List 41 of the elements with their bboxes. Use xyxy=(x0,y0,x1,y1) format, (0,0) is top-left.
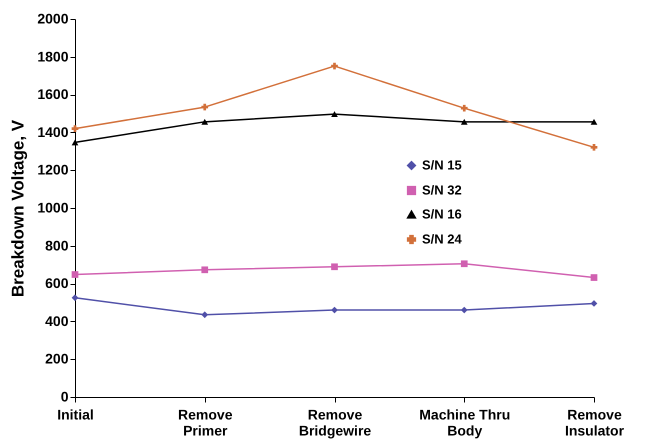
point xyxy=(331,263,338,270)
point xyxy=(331,62,338,70)
legend-label: S/N 15 xyxy=(422,158,462,172)
legend-label: S/N 32 xyxy=(422,182,462,198)
y-tick-label: 400 xyxy=(45,312,69,329)
y-tick-label: 800 xyxy=(45,237,69,254)
point xyxy=(72,140,78,146)
y-tick-label: 0 xyxy=(60,388,69,404)
x-tick-label: Initial xyxy=(57,406,94,422)
legend-label: S/N 24 xyxy=(422,232,463,246)
point xyxy=(590,118,598,125)
point xyxy=(201,311,208,318)
y-tick-label: 200 xyxy=(45,350,69,367)
point xyxy=(201,266,208,274)
point xyxy=(590,144,598,151)
point xyxy=(590,274,598,281)
x-tick-label: Remove Bridgewire xyxy=(298,406,372,438)
point xyxy=(331,111,338,117)
y-tick-label: 600 xyxy=(45,275,69,292)
point xyxy=(460,306,468,314)
y-tick-label: 1600 xyxy=(37,86,69,102)
point xyxy=(331,306,338,314)
point xyxy=(72,271,78,278)
point xyxy=(460,118,468,125)
point xyxy=(201,104,208,110)
x-tick-label: Machine Thru Body xyxy=(419,406,510,438)
x-tick-label: Remove Primer xyxy=(178,406,233,438)
legend-label: S/N 16 xyxy=(422,206,462,222)
point xyxy=(72,294,78,302)
point xyxy=(590,300,598,307)
point xyxy=(460,260,468,268)
y-tick-label: 1800 xyxy=(37,48,69,64)
point xyxy=(201,118,208,125)
y-tick-label: 1400 xyxy=(37,124,69,140)
point xyxy=(72,125,78,132)
y-axis-title: Breakdown Voltage, V xyxy=(8,119,28,298)
x-tick-label: Remove Insulator xyxy=(564,406,625,438)
y-tick-label: 2000 xyxy=(37,10,69,26)
point xyxy=(460,104,468,112)
y-tick-label: 1200 xyxy=(37,162,69,178)
y-tick-label: 1000 xyxy=(37,200,69,216)
